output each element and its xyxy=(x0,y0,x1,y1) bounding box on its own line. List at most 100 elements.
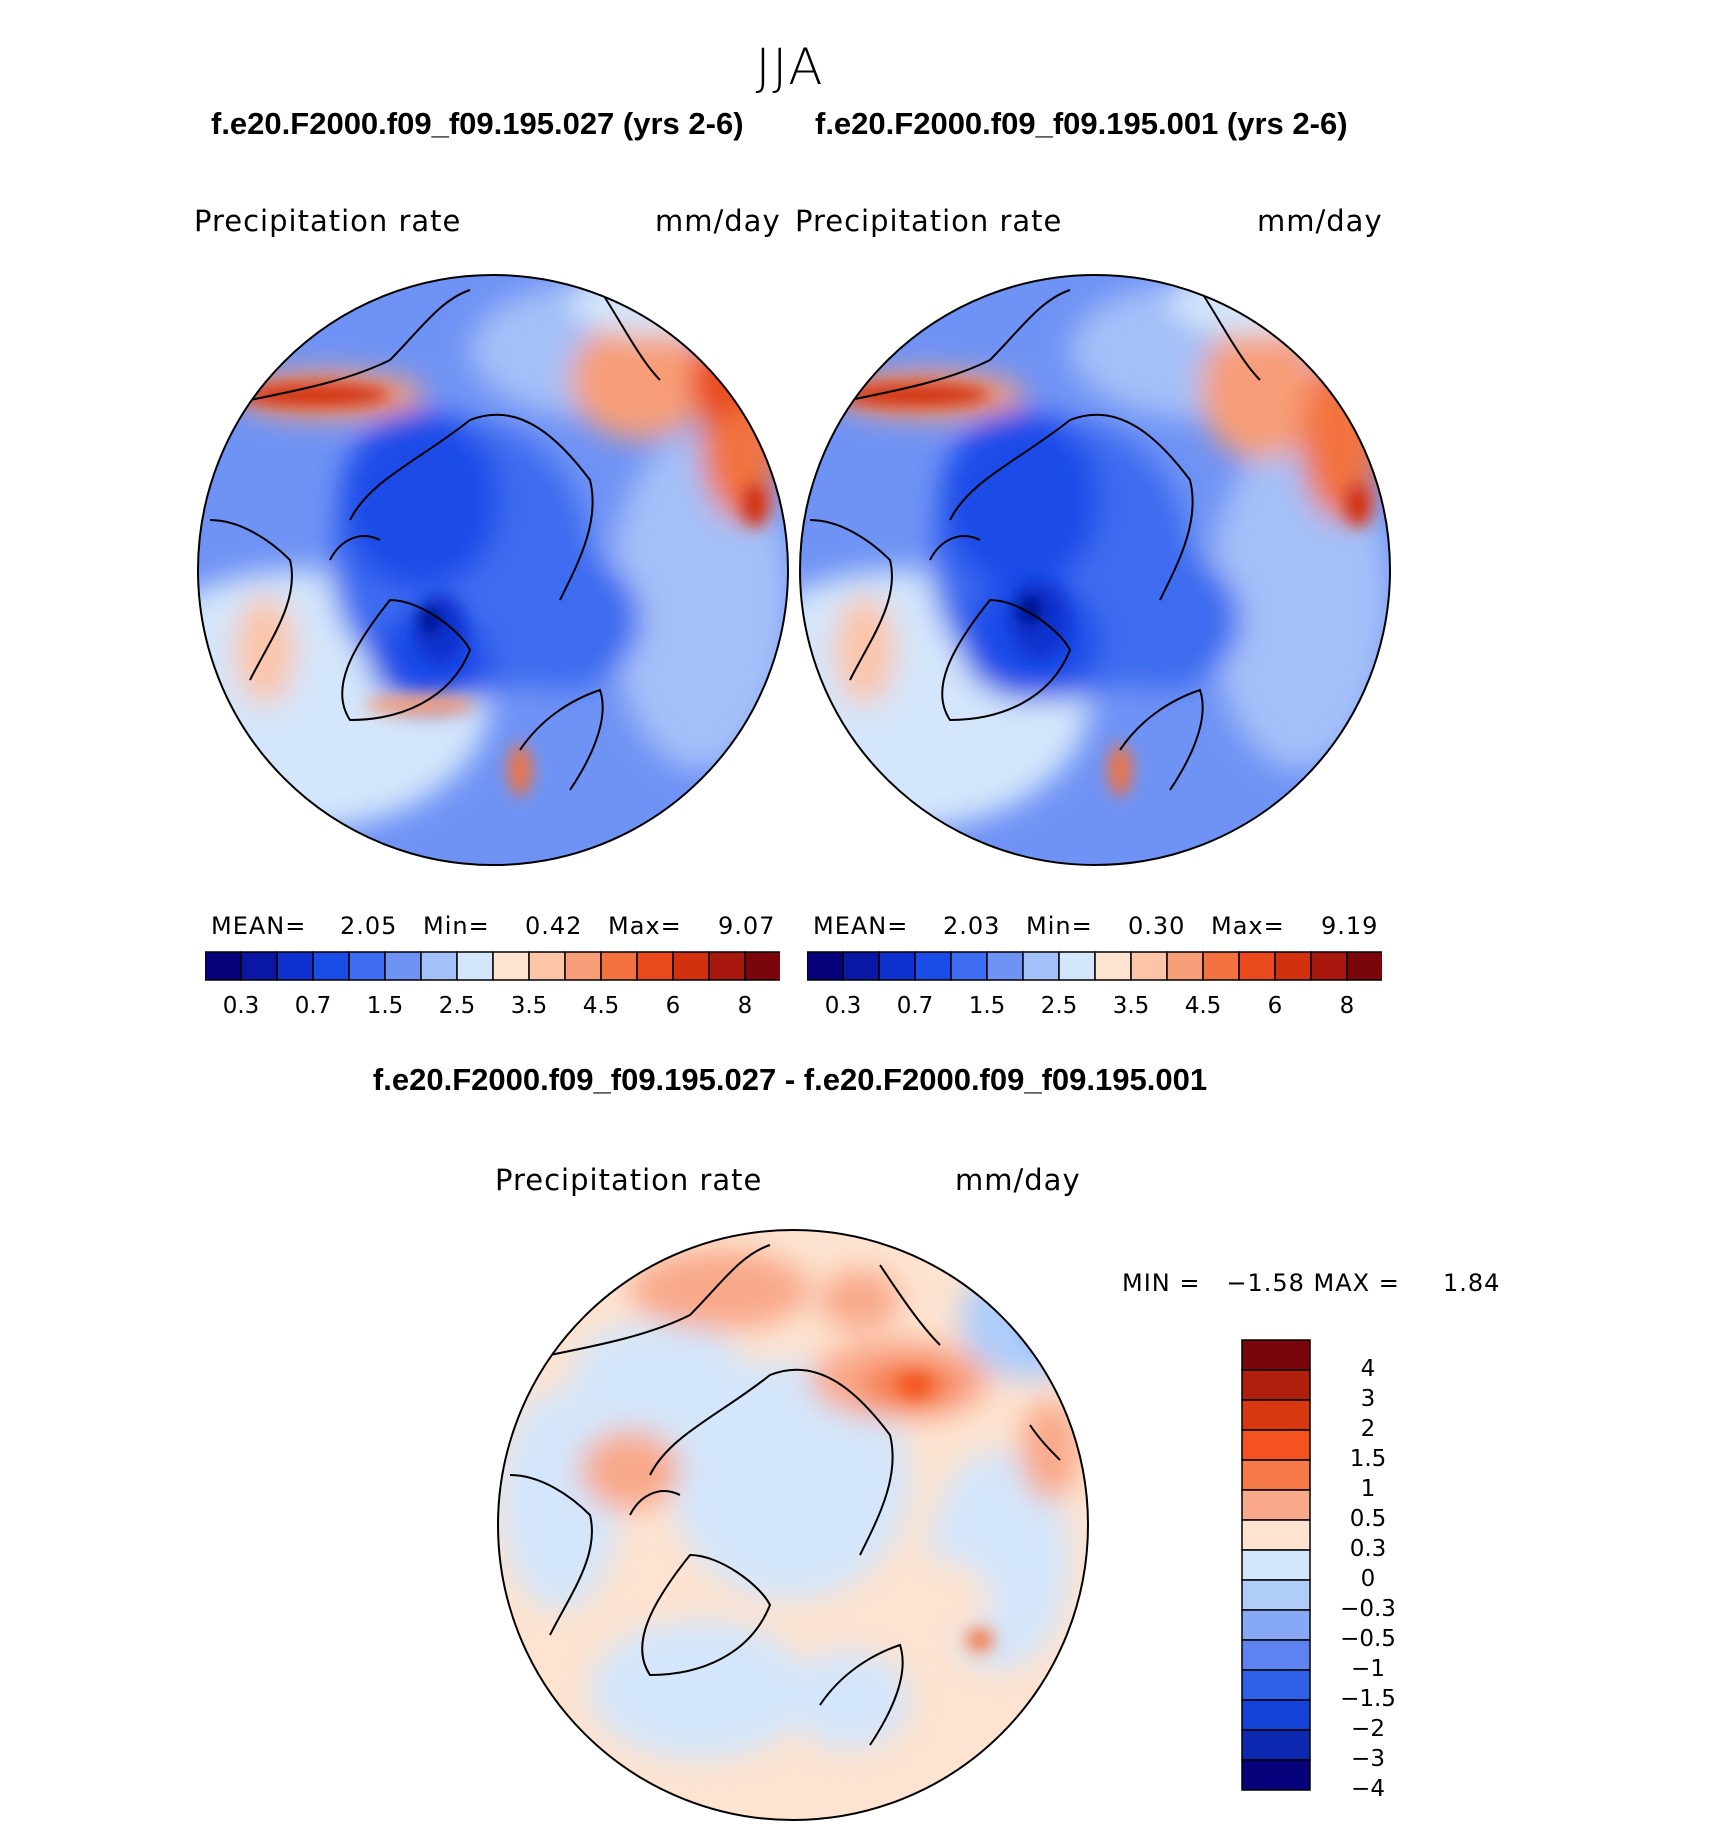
case1-title: f.e20.F2000.f09_f09.195.027 (yrs 2-6) xyxy=(211,106,744,141)
colorbar-1-swatch xyxy=(492,951,530,981)
colorbar-1-swatch xyxy=(384,951,422,981)
colorbar-diff-tick-label: 4 xyxy=(1361,1356,1376,1382)
colorbar-1-tick-label: 0.3 xyxy=(223,993,260,1019)
colorbar-diff-swatch xyxy=(1241,1699,1311,1731)
colorbar-2-swatch xyxy=(1202,951,1240,981)
colorbar-diff-swatch xyxy=(1241,1459,1311,1491)
colorbar-2-swatch xyxy=(950,951,988,981)
colorbar-1-swatch xyxy=(205,951,242,981)
colorbar-diff-swatch xyxy=(1241,1759,1311,1791)
colorbar-1-swatch xyxy=(456,951,494,981)
colorbar-1-swatch xyxy=(528,951,566,981)
colorbar-diff-swatch xyxy=(1241,1729,1311,1761)
colorbar-2-tick-label: 6 xyxy=(1268,993,1283,1019)
colorbar-diff-tick-label: 0 xyxy=(1361,1566,1376,1592)
colorbar-1-tick-label: 8 xyxy=(738,993,753,1019)
colorbar-diff-tick-label: −0.5 xyxy=(1340,1626,1396,1652)
panel2-variable: Precipitation rate xyxy=(795,204,1063,238)
diff-variable: Precipitation rate xyxy=(495,1163,763,1197)
panel1-min-value: 0.42 xyxy=(525,912,583,940)
map2-boundary xyxy=(799,274,1391,866)
colorbar-2-tick-label: 8 xyxy=(1340,993,1355,1019)
colorbar-2-swatch xyxy=(1346,951,1382,981)
map3-boundary xyxy=(497,1229,1089,1821)
panel1-max-value: 9.07 xyxy=(718,912,776,940)
map1-boundary xyxy=(197,274,789,866)
colorbar-1-swatch xyxy=(276,951,314,981)
colorbar-1-tick-label: 3.5 xyxy=(511,993,548,1019)
panel2-min-label: Min= xyxy=(1026,912,1093,940)
colorbar-diff-tick-label: −4 xyxy=(1351,1776,1385,1802)
colorbar-2-swatch xyxy=(1166,951,1204,981)
colorbar-2: 0.3 0.7 1.5 2.5 3.5 4.5 6 8 xyxy=(807,951,1382,1019)
panel2-min-value: 0.30 xyxy=(1128,912,1186,940)
panel2-max-value: 9.19 xyxy=(1321,912,1379,940)
colorbar-diff-tick-label: −3 xyxy=(1351,1746,1385,1772)
diff-stats: MIN = −1.58 MAX = 1.84 xyxy=(1122,1269,1501,1297)
colorbar-2-swatch xyxy=(1238,951,1276,981)
colorbar-diff-tick-label: −2 xyxy=(1351,1716,1385,1742)
colorbar-diff-tick-label: −0.3 xyxy=(1340,1596,1396,1622)
colorbar-1-swatch xyxy=(636,951,674,981)
colorbar-diff-swatch xyxy=(1241,1429,1311,1461)
colorbar-2-swatch xyxy=(1058,951,1096,981)
colorbar-diff-swatch xyxy=(1241,1549,1311,1581)
colorbar-1-swatch xyxy=(240,951,278,981)
panel2-max-label: Max= xyxy=(1211,912,1285,940)
colorbar-1-swatch xyxy=(312,951,350,981)
colorbar-1-tick-label: 4.5 xyxy=(583,993,620,1019)
panel2-mean-value: 2.03 xyxy=(943,912,1001,940)
colorbar-2-swatch xyxy=(1094,951,1132,981)
panel1-min-label: Min= xyxy=(423,912,490,940)
colorbar-2-tick-label: 0.3 xyxy=(825,993,862,1019)
colorbar-1-swatch xyxy=(672,951,710,981)
colorbar-1-swatch xyxy=(564,951,602,981)
colorbar-diff-tick-label: 1 xyxy=(1361,1476,1376,1502)
diff-title: f.e20.F2000.f09_f09.195.027 - f.e20.F200… xyxy=(372,1062,1208,1097)
colorbar-1: 0.3 0.7 1.5 2.5 3.5 4.5 6 8 xyxy=(205,951,780,1019)
diff-units: mm/day xyxy=(955,1163,1081,1197)
panel2-mean-label: MEAN= xyxy=(813,912,909,940)
colorbar-diff-swatch xyxy=(1241,1519,1311,1551)
colorbar-1-tick-label: 1.5 xyxy=(367,993,404,1019)
colorbar-1-swatch xyxy=(420,951,458,981)
colorbar-2-swatch xyxy=(1310,951,1348,981)
colorbar-diff-tick-label: −1.5 xyxy=(1340,1686,1396,1712)
colorbar-1-tick-label: 2.5 xyxy=(439,993,476,1019)
colorbar-2-swatch xyxy=(842,951,880,981)
map2-coastlines xyxy=(809,289,1261,791)
colorbar-diff-tick-label: 2 xyxy=(1361,1416,1376,1442)
colorbar-diff-swatch xyxy=(1241,1399,1311,1431)
colorbar-2-swatch xyxy=(1274,951,1312,981)
map1-coastlines xyxy=(209,289,661,791)
colorbar-diff-tick-label: 1.5 xyxy=(1350,1446,1387,1472)
panel1-mean-value: 2.05 xyxy=(340,912,398,940)
colorbar-diff-swatch xyxy=(1241,1489,1311,1521)
panel1-variable: Precipitation rate xyxy=(194,204,462,238)
colorbar-diff-tick-label: 0.3 xyxy=(1350,1536,1387,1562)
colorbar-2-swatch xyxy=(1130,951,1168,981)
colorbar-1-swatch xyxy=(600,951,638,981)
colorbar-diff-swatch xyxy=(1241,1579,1311,1611)
panel1-units: mm/day xyxy=(655,204,781,238)
colorbar-2-swatch xyxy=(1022,951,1060,981)
colorbar-2-swatch xyxy=(807,951,844,981)
colorbar-2-swatch xyxy=(878,951,916,981)
colorbar-1-swatch xyxy=(348,951,386,981)
colorbar-2-tick-label: 1.5 xyxy=(969,993,1006,1019)
colorbar-diff: 4 3 2 1.5 1 0.5 0.3 0 −0.3 −0.5 −1 −1.5 −2 −3 −4 xyxy=(1241,1339,1396,1802)
colorbar-1-tick-label: 0.7 xyxy=(295,993,332,1019)
colorbar-diff-swatch xyxy=(1241,1369,1311,1401)
map3-field xyxy=(498,1230,1088,1820)
case2-title: f.e20.F2000.f09_f09.195.001 (yrs 2-6) xyxy=(815,106,1348,141)
map3-coastlines xyxy=(509,1244,1061,1746)
season-title: JJA xyxy=(755,38,825,96)
colorbar-diff-tick-label: 0.5 xyxy=(1350,1506,1387,1532)
colorbar-1-swatch xyxy=(708,951,746,981)
colorbar-2-tick-label: 2.5 xyxy=(1041,993,1078,1019)
colorbar-2-swatch xyxy=(914,951,952,981)
colorbar-2-swatch xyxy=(986,951,1024,981)
colorbar-2-tick-label: 3.5 xyxy=(1113,993,1150,1019)
colorbar-diff-swatch xyxy=(1241,1669,1311,1701)
colorbar-diff-tick-label: −1 xyxy=(1351,1656,1385,1682)
